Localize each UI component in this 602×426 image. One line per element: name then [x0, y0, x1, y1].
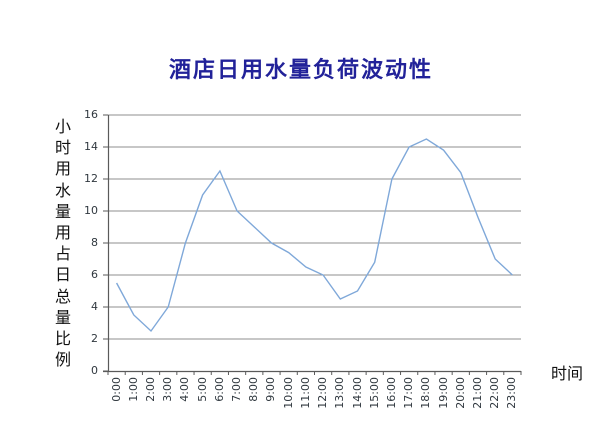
x-tick-label: 1:00: [126, 377, 140, 402]
x-tick-label: 13:00: [333, 377, 347, 409]
y-tick-label: 2: [91, 332, 98, 345]
x-tick-label: 9:00: [264, 377, 278, 402]
x-tick-label: 14:00: [350, 377, 364, 409]
y-tick-label: 0: [91, 364, 98, 377]
x-tick-label: 5:00: [195, 377, 209, 402]
y-tick-label: 4: [91, 300, 98, 313]
series-line: [115, 138, 513, 333]
x-tick-label: 4:00: [178, 377, 192, 402]
y-tick-label: 10: [84, 204, 98, 217]
x-tick-label: 0:00: [109, 377, 123, 402]
x-tick-label: 16:00: [384, 377, 398, 409]
y-tick-label: 16: [84, 108, 98, 121]
x-tick-label: 3:00: [161, 377, 175, 402]
x-tick-label: 23:00: [505, 377, 519, 409]
x-tick-label: 10:00: [281, 377, 295, 409]
x-tick-label: 17:00: [402, 377, 416, 409]
x-tick-label: 21:00: [470, 377, 484, 409]
y-tick-label: 8: [91, 236, 98, 249]
chart-title: 酒店日用水量负荷波动性: [168, 57, 433, 83]
x-tick-label: 12:00: [316, 377, 330, 409]
y-tick-label: 14: [84, 140, 98, 153]
x-tick-label: 11:00: [298, 377, 312, 409]
x-tick-label: 18:00: [419, 377, 433, 409]
y-tick-label: 6: [91, 268, 98, 281]
x-tick-label: 20:00: [453, 377, 467, 409]
x-tick-label: 7:00: [230, 377, 244, 402]
x-tick-label: 19:00: [436, 377, 450, 409]
line-chart-plot: [103, 114, 522, 375]
y-tick-label: 12: [84, 172, 98, 185]
x-tick-label: 22:00: [488, 377, 502, 409]
y-axis-title: 小时用水量用占日总量比例: [54, 117, 71, 370]
x-tick-label: 15:00: [367, 377, 381, 409]
x-axis-title: 时间: [551, 364, 584, 383]
x-tick-label: 6:00: [212, 377, 226, 402]
x-tick-label: 8:00: [247, 377, 261, 402]
x-tick-label: 2:00: [144, 377, 158, 402]
